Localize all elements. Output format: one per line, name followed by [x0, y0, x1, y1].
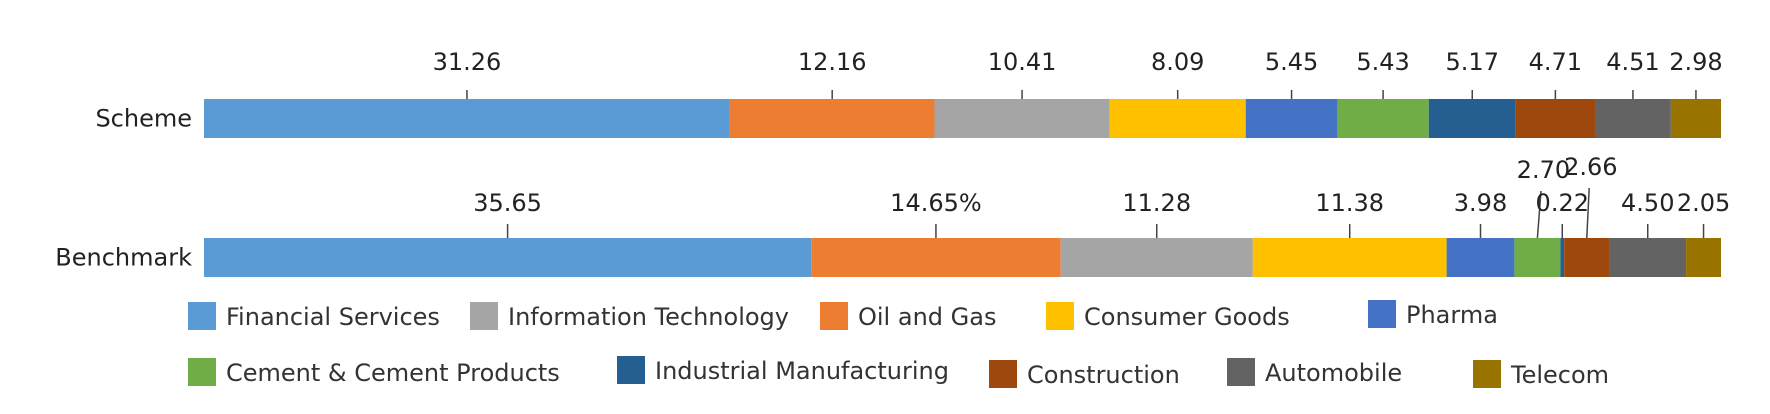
legend-swatch-construction	[989, 360, 1017, 388]
legend-label-cement-and-cement-products: Cement & Cement Products	[226, 359, 560, 387]
data-label-benchmark-pharma: 3.98	[1454, 189, 1507, 217]
bar-benchmark-information-technology	[1060, 238, 1253, 277]
legend-label-consumer-goods: Consumer Goods	[1084, 303, 1290, 331]
legend-swatch-telecom	[1473, 360, 1501, 388]
bar-benchmark-consumer-goods	[1252, 238, 1447, 277]
bar-benchmark-pharma	[1446, 238, 1515, 277]
legend-label-pharma: Pharma	[1406, 301, 1498, 329]
legend-swatch-consumer-goods	[1046, 302, 1074, 330]
legend-swatch-industrial-manufacturing	[617, 356, 645, 384]
bar-scheme-financial-services	[204, 99, 730, 138]
legend-swatch-pharma	[1368, 300, 1396, 328]
bar-benchmark-financial-services	[204, 238, 812, 277]
bar-scheme-pharma	[1245, 99, 1338, 138]
bar-benchmark-automobile	[1609, 238, 1687, 277]
legend-swatch-information-technology	[470, 302, 498, 330]
legend-label-construction: Construction	[1027, 361, 1180, 389]
legend-label-information-technology: Information Technology	[508, 303, 789, 331]
bar-benchmark-industrial-manufacturing	[1560, 238, 1565, 277]
data-label-benchmark-telecom: 2.05	[1677, 189, 1730, 217]
plot-area: Scheme 31.26 12.16 10.41 8.09 5.45 5.43 5.17 4.7…	[55, 48, 1730, 277]
data-label-benchmark-financial-services: 35.65	[473, 189, 542, 217]
bar-scheme-construction	[1515, 99, 1595, 138]
leader-line-benchmark-cement-and-cement-products	[1536, 190, 1542, 239]
legend-swatch-financial-services	[188, 302, 216, 330]
bar-scheme-automobile	[1594, 99, 1671, 138]
data-label-benchmark-cement-and-cement-products: 2.70	[1517, 156, 1570, 184]
data-label-benchmark-information-technology: 11.28	[1122, 189, 1191, 217]
data-label-scheme-information-technology: 10.41	[988, 48, 1057, 76]
data-label-scheme-industrial-manufacturing: 5.17	[1446, 48, 1499, 76]
bar-scheme-cement-and-cement-products	[1337, 99, 1429, 138]
leader-line-benchmark-construction	[1586, 187, 1590, 239]
data-label-scheme-construction: 4.71	[1529, 48, 1582, 76]
data-label-scheme-telecom: 2.98	[1669, 48, 1722, 76]
data-label-benchmark-construction: 2.66	[1564, 153, 1617, 181]
legend-label-industrial-manufacturing: Industrial Manufacturing	[655, 357, 949, 385]
legend-label-oil-and-gas: Oil and Gas	[858, 303, 996, 331]
data-label-scheme-oil-and-gas: 12.16	[798, 48, 867, 76]
bar-benchmark-telecom	[1686, 238, 1721, 277]
legend-label-automobile: Automobile	[1265, 359, 1402, 387]
data-label-scheme-cement-and-cement-products: 5.43	[1356, 48, 1409, 76]
bar-scheme-consumer-goods	[1109, 99, 1246, 138]
legend-swatch-oil-and-gas	[820, 302, 848, 330]
legend-swatch-automobile	[1227, 358, 1255, 386]
category-label-scheme: Scheme	[95, 105, 192, 133]
bar-scheme-oil-and-gas	[729, 99, 935, 138]
data-label-scheme-consumer-goods: 8.09	[1151, 48, 1204, 76]
data-label-scheme-financial-services: 31.26	[433, 48, 502, 76]
legend-label-telecom: Telecom	[1510, 361, 1609, 389]
data-label-scheme-pharma: 5.45	[1265, 48, 1318, 76]
data-label-scheme-automobile: 4.51	[1606, 48, 1659, 76]
bar-scheme-information-technology	[934, 99, 1110, 138]
bar-benchmark-oil-and-gas	[811, 238, 1061, 277]
legend-label-financial-services: Financial Services	[226, 303, 440, 331]
legend-swatch-cement-and-cement-products	[188, 358, 216, 386]
data-label-benchmark-automobile: 4.50	[1621, 189, 1674, 217]
legend: Financial Services Information Technology…	[188, 300, 1609, 389]
bar-scheme-telecom	[1670, 99, 1721, 138]
data-label-benchmark-oil-and-gas: 14.65%	[890, 189, 982, 217]
bar-benchmark-cement-and-cement-products	[1514, 238, 1561, 277]
category-label-benchmark: Benchmark	[55, 244, 192, 272]
bar-scheme-industrial-manufacturing	[1428, 99, 1516, 138]
data-label-benchmark-consumer-goods: 11.38	[1315, 189, 1384, 217]
bar-benchmark-construction	[1564, 238, 1610, 277]
data-label-benchmark-industrial-manufacturing: 0.22	[1536, 189, 1589, 217]
